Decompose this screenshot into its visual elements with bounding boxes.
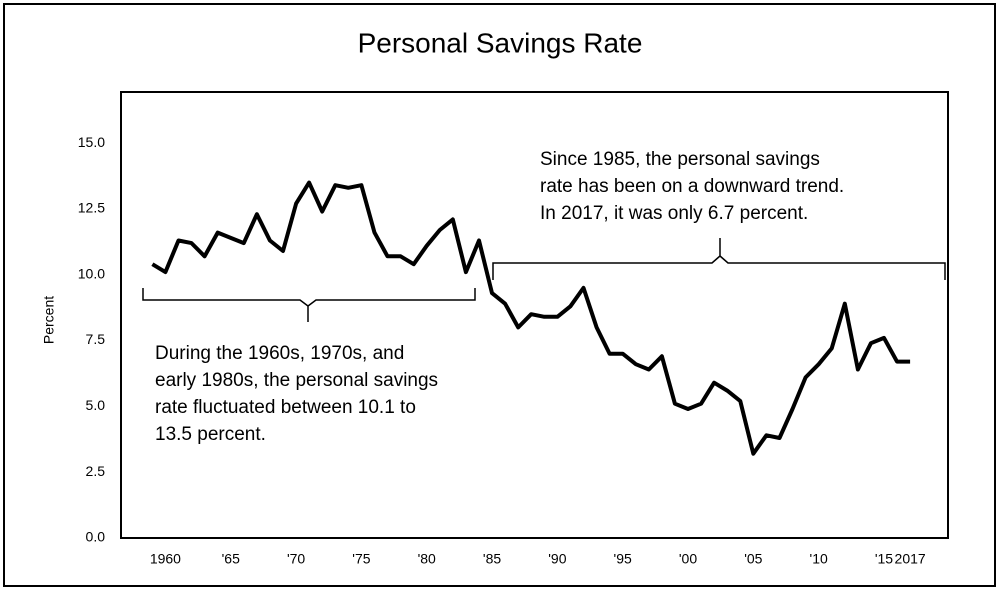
annotation: rate fluctuated between 10.1 to xyxy=(155,397,416,418)
x-tick-label: '90 xyxy=(548,551,566,567)
y-tick-label: 12.5 xyxy=(78,200,105,216)
y-axis-label: Percent xyxy=(41,296,57,344)
x-tick-label: '85 xyxy=(483,551,501,567)
annotation: In 2017, it was only 6.7 percent. xyxy=(540,203,808,224)
y-tick-label: 7.5 xyxy=(86,331,106,347)
y-tick-label: 5.0 xyxy=(86,397,106,413)
y-tick-label: 10.0 xyxy=(78,265,105,281)
data-line xyxy=(151,180,911,456)
x-tick-label: '00 xyxy=(679,551,697,567)
x-tick-label: 1960 xyxy=(150,551,181,567)
y-tick-label: 15.0 xyxy=(78,134,105,150)
y-tick-label: 0.0 xyxy=(86,529,106,545)
x-tick-label: '05 xyxy=(744,551,762,567)
plot-frame xyxy=(120,91,949,539)
x-tick-label: '80 xyxy=(418,551,436,567)
annotation: early 1980s, the personal savings xyxy=(155,370,438,391)
chart-title: Personal Savings Rate xyxy=(358,27,643,58)
x-tick-label: '15 xyxy=(875,551,893,567)
x-tick-label: '65 xyxy=(222,551,240,567)
annotation: 13.5 percent. xyxy=(155,424,266,445)
x-tick-label: '10 xyxy=(810,551,828,567)
y-tick-label: 2.5 xyxy=(86,463,106,479)
outer-frame xyxy=(3,3,996,587)
x-tick-label: '95 xyxy=(614,551,632,567)
x-tick-label: 2017 xyxy=(895,551,926,567)
bracket xyxy=(492,238,946,280)
annotation: Since 1985, the personal savings xyxy=(540,149,820,170)
annotation: During the 1960s, 1970s, and xyxy=(155,343,404,364)
x-tick-label: '75 xyxy=(352,551,370,567)
bracket xyxy=(142,288,476,322)
x-tick-label: '70 xyxy=(287,551,305,567)
annotation: rate has been on a downward trend. xyxy=(540,176,844,197)
